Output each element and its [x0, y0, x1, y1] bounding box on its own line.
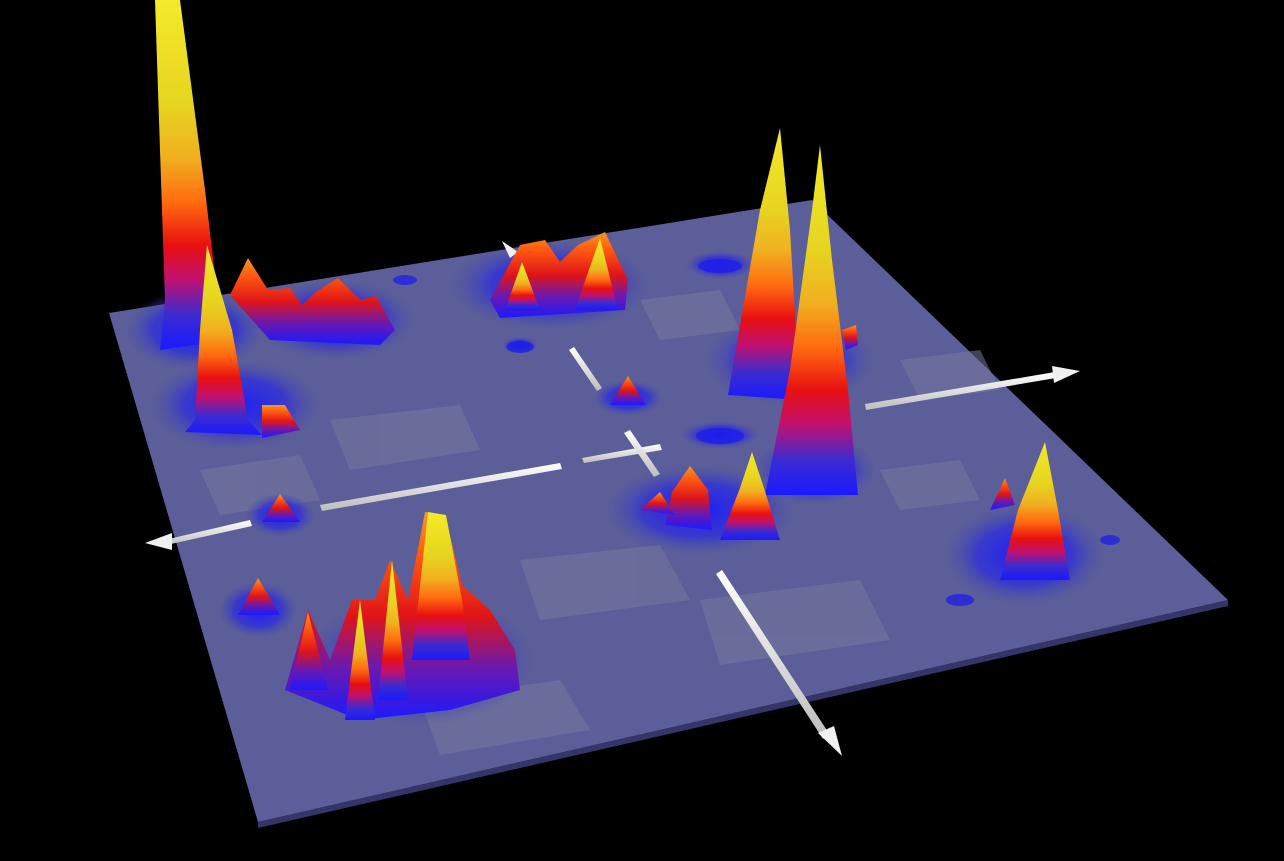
peak-cluster-front-left — [285, 512, 520, 720]
y-axis-near-segment — [716, 570, 830, 739]
y-axis-mid-segment — [624, 430, 660, 477]
x-axis-right-arrowhead — [1052, 366, 1080, 383]
peaks — [155, 0, 1070, 720]
peak-center-small — [610, 376, 646, 405]
y-axis-far-arrowhead — [502, 241, 518, 258]
plane-speckles — [393, 259, 1120, 606]
peak-right-twin-front — [765, 145, 858, 495]
x-axis-left-segment — [160, 520, 252, 546]
y-axis-far-segment — [569, 347, 602, 391]
peak-right-twin-back — [728, 128, 800, 400]
peak-cluster-front-center — [665, 466, 712, 530]
x-axis-mid-segment — [320, 463, 562, 511]
y-axis-near-arrowhead — [818, 726, 842, 756]
peak-left-small — [262, 494, 300, 522]
x-axis-left-arrowhead — [145, 533, 172, 550]
x-axis-right-segment — [865, 372, 1056, 410]
peak-right-lone — [1000, 442, 1070, 580]
axes — [145, 241, 1080, 756]
peak-left-second — [185, 245, 262, 435]
peak-cluster-left-back — [230, 258, 395, 345]
peak-front-left-small — [238, 578, 280, 615]
peak-front-center-spike — [720, 452, 780, 540]
base-plane-edge — [258, 600, 1228, 828]
